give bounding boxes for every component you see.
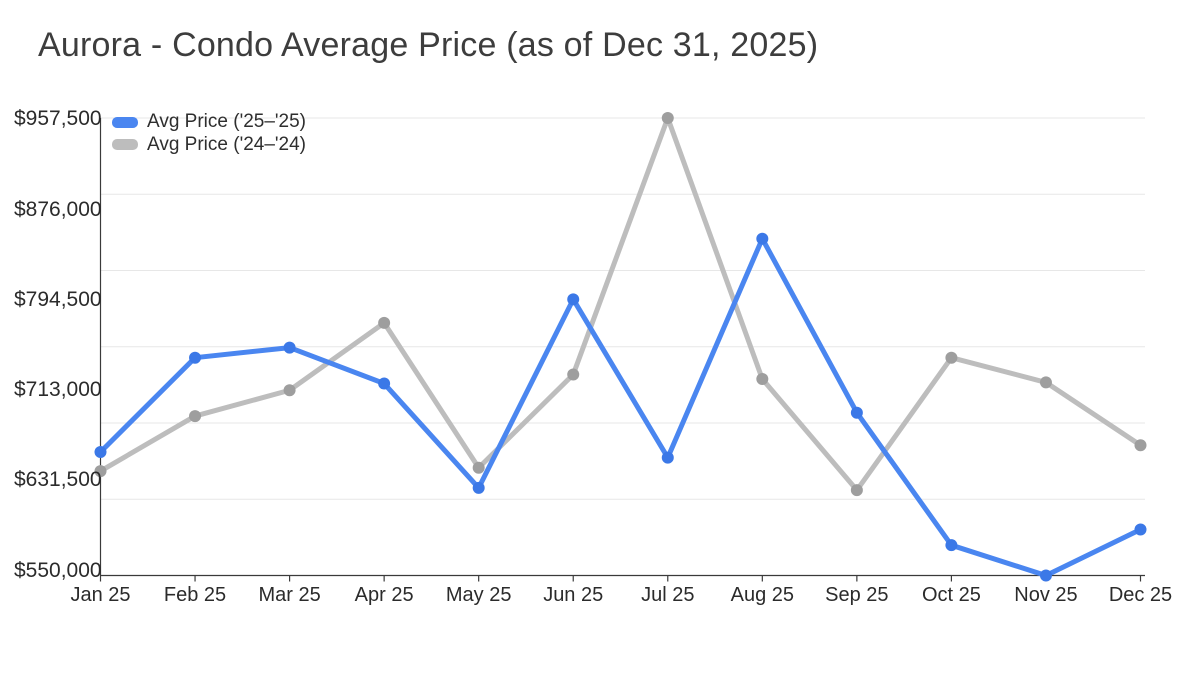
x-tick-label: Aug 25 [730, 584, 794, 606]
x-tick-label: Feb 25 [163, 584, 227, 606]
data-point-marker [94, 465, 107, 478]
legend-swatch-25 [112, 116, 138, 128]
data-point-marker [378, 316, 391, 329]
data-point-marker [1134, 439, 1147, 452]
legend-label-24: Avg Price ('24–'24) [147, 133, 306, 155]
x-tick-label: Jun 25 [543, 584, 604, 606]
data-point-marker [189, 351, 202, 364]
data-point-marker [283, 384, 296, 397]
data-point-marker [945, 351, 958, 364]
y-tick-label: $713,000 [14, 378, 102, 402]
legend-label-25: Avg Price ('25–'25) [147, 111, 306, 133]
data-point-marker [1039, 569, 1052, 582]
data-point-marker [472, 461, 485, 474]
data-point-marker [94, 446, 107, 459]
x-tick-label: Mar 25 [258, 584, 321, 606]
y-tick-label: $631,500 [14, 468, 102, 492]
data-point-marker [850, 484, 863, 497]
data-point-marker [567, 368, 580, 381]
y-tick-label: $794,500 [14, 287, 102, 311]
x-tick-label: Jan 25 [70, 584, 131, 606]
data-point-marker [189, 410, 202, 423]
x-tick-label: Oct 25 [921, 584, 981, 606]
x-tick-label: Nov 25 [1014, 584, 1078, 606]
y-tick-label: $876,000 [14, 197, 102, 221]
data-point-marker [850, 406, 863, 419]
y-tick-label: $550,000 [14, 558, 102, 582]
x-tick-label: Sep 25 [825, 584, 889, 606]
x-tick-label: Dec 25 [1108, 584, 1173, 606]
x-tick-label: May 25 [445, 584, 512, 606]
legend: Avg Price ('25–'25) Avg Price ('24–'24) [112, 111, 306, 156]
data-point-marker [756, 373, 769, 386]
series-line-1 [98, 115, 1143, 493]
legend-swatch-24 [112, 139, 138, 151]
data-point-marker [283, 341, 296, 354]
data-point-marker [567, 293, 580, 306]
data-point-marker [756, 232, 769, 245]
data-point-marker [378, 377, 391, 390]
x-tick-label: Apr 25 [354, 584, 414, 606]
legend-item-avg-price-24: Avg Price ('24–'24) [112, 134, 306, 157]
data-point-marker [661, 112, 674, 124]
data-point-marker [945, 539, 958, 552]
legend-item-avg-price-25: Avg Price ('25–'25) [112, 111, 306, 134]
data-point-marker [1134, 523, 1147, 536]
data-point-marker [1039, 376, 1052, 389]
data-point-marker [661, 451, 674, 464]
data-point-marker [472, 481, 485, 494]
x-tick-label: Jul 25 [641, 584, 695, 606]
y-tick-label: $957,500 [14, 107, 102, 131]
chart-title: Aurora - Condo Average Price (as of Dec … [38, 26, 819, 64]
series-line-0 [98, 236, 1143, 578]
